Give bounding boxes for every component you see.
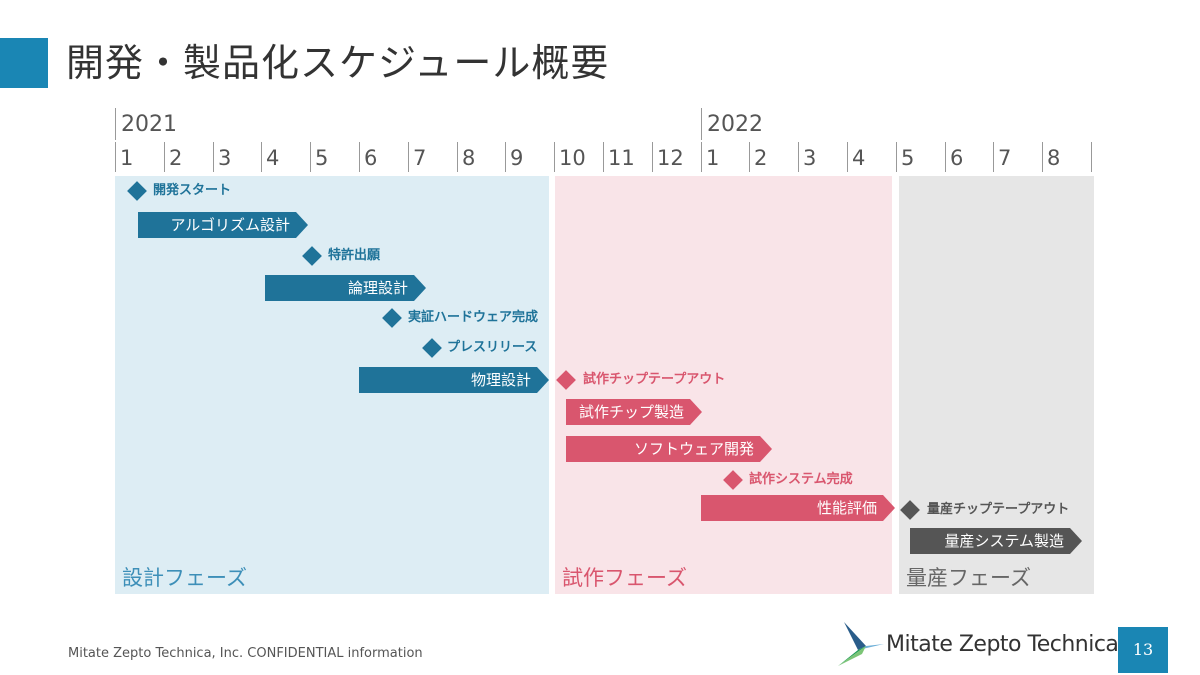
month-label: 4: [852, 146, 866, 170]
month-divider: [261, 142, 262, 172]
month-divider: [798, 142, 799, 172]
month-divider: [310, 142, 311, 172]
milestone-label: 実証ハードウェア完成: [408, 310, 539, 325]
month-label: 1: [706, 146, 720, 170]
year-label: 2021: [121, 112, 177, 137]
month-label: 7: [998, 146, 1012, 170]
month-label: 1: [120, 146, 134, 170]
month-label: 5: [315, 146, 329, 170]
task-bar: 性能評価: [701, 495, 895, 521]
month-label: 2: [169, 146, 183, 170]
month-divider: [457, 142, 458, 172]
month-divider: [1091, 142, 1092, 172]
month-label: 3: [218, 146, 232, 170]
title-accent-bar: [0, 38, 48, 88]
phase-label-prototype: 試作フェーズ: [562, 566, 687, 590]
phase-label-design: 設計フェーズ: [122, 566, 247, 590]
month-label: 8: [462, 146, 476, 170]
logo-text: Mitate Zepto Technica: [886, 632, 1119, 657]
milestone-label: 特許出願: [328, 248, 381, 263]
month-divider: [993, 142, 994, 172]
footer-text: Mitate Zepto Technica, Inc. CONFIDENTIAL…: [68, 646, 423, 661]
milestone-label: プレスリリース: [447, 340, 538, 355]
milestone-label: 試作システム完成: [749, 472, 853, 487]
task-bar: 物理設計: [359, 367, 549, 393]
milestone-label: 量産チップテープアウト: [927, 502, 1070, 517]
phase-bg-prototype: [555, 176, 892, 594]
month-divider: [896, 142, 897, 172]
phase-bg-mass-production: [899, 176, 1094, 594]
month-label: 10: [559, 146, 586, 170]
month-label: 4: [266, 146, 280, 170]
month-divider: [554, 142, 555, 172]
phase-label-mass-production: 量産フェーズ: [906, 566, 1031, 590]
month-divider: [652, 142, 653, 172]
milestone-label: 開発スタート: [153, 183, 232, 198]
task-bar: 量産システム製造: [910, 528, 1082, 554]
month-label: 8: [1047, 146, 1061, 170]
month-divider: [213, 142, 214, 172]
month-label: 2: [754, 146, 768, 170]
month-label: 3: [803, 146, 817, 170]
month-divider: [701, 142, 702, 172]
month-label: 6: [364, 146, 378, 170]
month-divider: [408, 142, 409, 172]
month-label: 5: [901, 146, 915, 170]
month-divider: [115, 142, 116, 172]
task-bar: ソフトウェア開発: [566, 436, 772, 462]
logo-mark-icon: [838, 622, 884, 666]
month-divider: [1042, 142, 1043, 172]
month-divider: [164, 142, 165, 172]
page-title: 開発・製品化スケジュール概要: [66, 41, 610, 85]
month-divider: [749, 142, 750, 172]
company-logo: [836, 620, 886, 670]
month-label: 9: [510, 146, 524, 170]
month-divider: [505, 142, 506, 172]
month-divider: [603, 142, 604, 172]
page-number: 13: [1118, 627, 1168, 673]
month-divider: [359, 142, 360, 172]
month-divider: [847, 142, 848, 172]
milestone-label: 試作チップテープアウト: [583, 372, 726, 387]
task-bar: アルゴリズム設計: [138, 212, 308, 238]
task-bar: 試作チップ製造: [566, 399, 702, 425]
month-label: 6: [950, 146, 964, 170]
task-bar: 論理設計: [265, 275, 426, 301]
year-divider: [701, 108, 702, 140]
month-divider: [945, 142, 946, 172]
year-label: 2022: [707, 112, 763, 137]
year-divider: [115, 108, 116, 140]
month-label: 7: [413, 146, 427, 170]
month-label: 12: [657, 146, 684, 170]
month-label: 11: [608, 146, 635, 170]
